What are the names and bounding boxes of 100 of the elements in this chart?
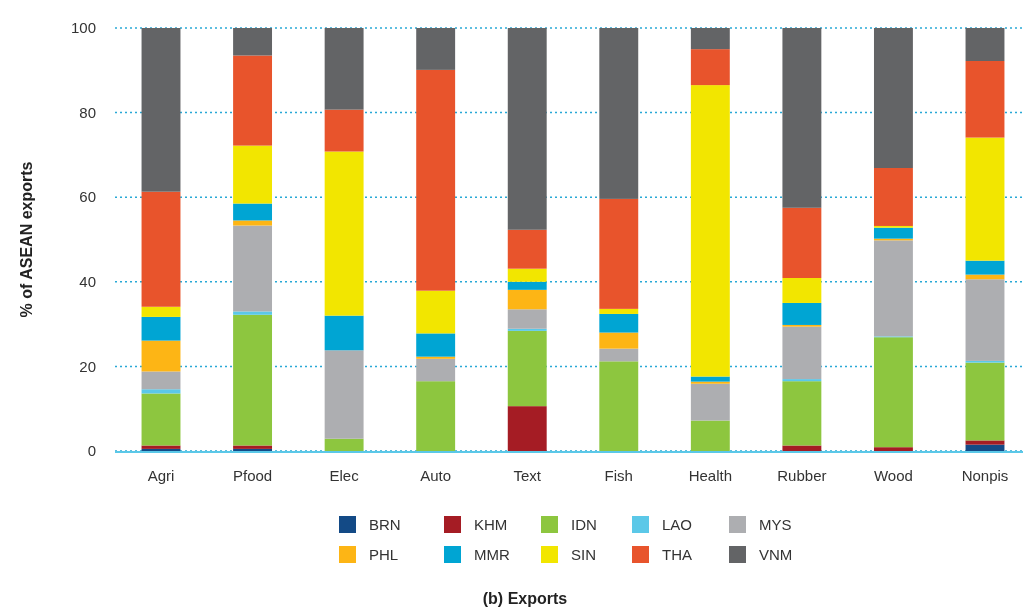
bar	[507, 28, 547, 230]
bar	[416, 69, 456, 291]
x-tick-label: Text	[513, 467, 542, 484]
bar	[782, 379, 822, 382]
bar	[782, 445, 822, 451]
x-tick-label: Wood	[873, 467, 913, 484]
bar	[873, 240, 913, 337]
bar	[599, 308, 639, 314]
x-tick-label: Rubber	[777, 467, 827, 484]
bar	[141, 28, 181, 192]
bar	[599, 332, 639, 349]
bar	[965, 279, 1005, 361]
bar	[233, 55, 273, 146]
bar	[965, 444, 1005, 451]
bar	[141, 191, 181, 307]
bar	[233, 145, 273, 204]
legend-label: MMR	[474, 546, 510, 563]
bar	[507, 281, 547, 290]
bar	[416, 358, 456, 382]
bar	[873, 28, 913, 169]
bar	[141, 393, 181, 446]
x-tick-label: Elec	[329, 467, 360, 484]
bar	[324, 109, 364, 152]
legend-label: MYS	[759, 516, 792, 533]
bar	[233, 311, 273, 315]
bar	[324, 28, 364, 110]
bar	[416, 333, 456, 357]
legend-label: VNM	[759, 546, 793, 563]
bar	[507, 328, 547, 331]
bar	[233, 314, 273, 446]
legend-label: PHL	[369, 546, 399, 563]
bar	[965, 137, 1005, 261]
bar	[141, 316, 181, 341]
bar	[690, 383, 730, 421]
y-axis-title: % of ASEAN exports	[18, 161, 35, 318]
bar	[690, 381, 730, 384]
bar	[873, 447, 913, 451]
bar	[690, 420, 730, 451]
bar	[416, 356, 456, 359]
bar	[873, 168, 913, 226]
bar	[965, 362, 1005, 441]
x-tick-label: Nonpis	[961, 467, 1009, 484]
y-tick-label: 100	[70, 19, 96, 37]
bar	[782, 207, 822, 278]
bar	[965, 28, 1005, 61]
bar	[324, 315, 364, 351]
bar	[873, 227, 913, 239]
bar	[507, 406, 547, 451]
bar	[599, 313, 639, 333]
bar	[873, 337, 913, 448]
bar	[690, 85, 730, 377]
bar	[599, 198, 639, 309]
bar	[507, 289, 547, 310]
y-tick-label: 80	[79, 103, 96, 121]
bar	[690, 28, 730, 50]
bar	[141, 371, 181, 390]
bar	[599, 28, 639, 199]
bar	[507, 268, 547, 282]
bar	[965, 260, 1005, 275]
x-tick-label: Fish	[604, 467, 633, 484]
bar	[416, 28, 456, 70]
x-tick-label: Auto	[420, 467, 452, 484]
bar	[507, 229, 547, 269]
legend-label: BRN	[369, 516, 401, 533]
bar	[782, 302, 822, 325]
bar	[782, 326, 822, 380]
x-tick-label: Health	[688, 467, 733, 484]
bar	[965, 440, 1005, 445]
bar	[507, 309, 547, 329]
bar	[782, 28, 822, 208]
legend-label: THA	[662, 546, 692, 563]
bar	[690, 49, 730, 86]
bar	[690, 376, 730, 382]
bar	[233, 225, 273, 312]
bar	[324, 350, 364, 439]
bar	[416, 381, 456, 451]
y-tick-label: 20	[79, 357, 96, 375]
bar	[233, 203, 273, 221]
bar	[599, 348, 639, 362]
bar	[965, 60, 1005, 138]
bar	[141, 306, 181, 317]
bar	[416, 290, 456, 334]
bar	[233, 28, 273, 56]
bar	[141, 389, 181, 394]
bar	[141, 340, 181, 372]
bar	[233, 220, 273, 226]
bar	[782, 277, 822, 303]
y-tick-label: 60	[79, 188, 96, 206]
y-tick-label: 40	[79, 273, 96, 291]
bar	[507, 330, 547, 407]
legend-label: LAO	[662, 516, 693, 533]
legend-label: SIN	[571, 546, 597, 563]
bar	[782, 381, 822, 446]
x-tick-label: Agri	[147, 467, 175, 484]
text: (b) Exports	[482, 590, 568, 607]
x-tick-label: Pfood	[232, 467, 273, 484]
bar	[324, 438, 364, 451]
bar	[599, 361, 639, 451]
bar	[324, 151, 364, 316]
legend-label: IDN	[571, 516, 597, 533]
